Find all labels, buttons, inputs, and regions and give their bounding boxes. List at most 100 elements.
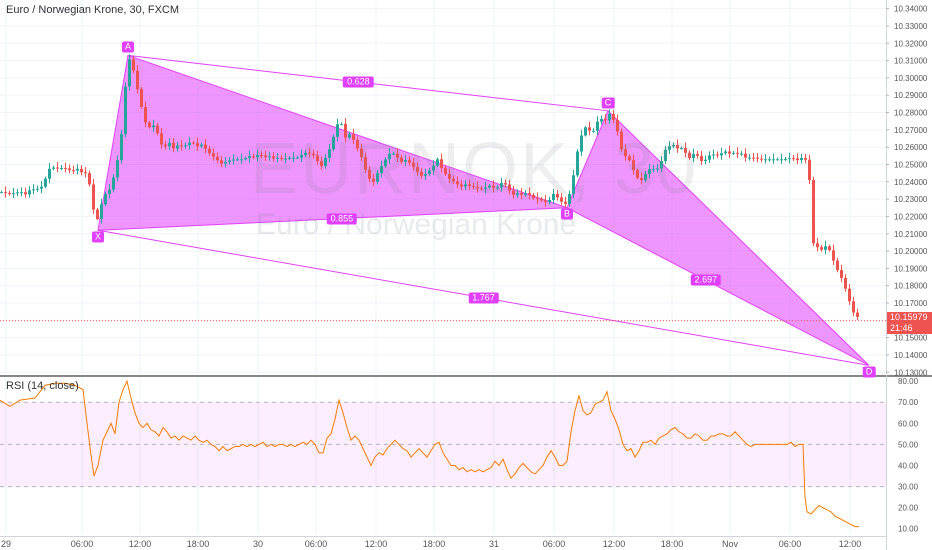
candle-body xyxy=(24,192,27,195)
price-tick-label: 10.33000 xyxy=(894,22,928,31)
time-tick-label: 31 xyxy=(489,539,499,549)
candle-body xyxy=(32,189,35,191)
candle-body xyxy=(384,159,387,167)
candle-body xyxy=(396,153,399,158)
candle-body xyxy=(328,149,331,158)
chart-title: Euro / Norwegian Krone, 30, FXCM xyxy=(6,4,180,16)
price-tick-label: 10.19000 xyxy=(894,264,928,273)
ratio-label-ac[interactable]: 0.628 xyxy=(343,76,374,88)
candle-body xyxy=(688,152,691,158)
candle-body xyxy=(300,154,303,158)
candle-body xyxy=(644,174,647,181)
candle-body xyxy=(308,152,311,154)
candle-body xyxy=(848,288,851,302)
price-tick-label: 10.24000 xyxy=(894,178,928,187)
candle-body xyxy=(16,192,19,194)
candle-body xyxy=(492,185,495,188)
pattern-point-b[interactable]: B xyxy=(560,208,574,220)
candle-body xyxy=(124,86,127,135)
candle-body xyxy=(200,144,203,147)
ratio-label-xd[interactable]: 1.767 xyxy=(468,292,499,304)
candle-body xyxy=(100,204,103,220)
candle-body xyxy=(40,186,43,189)
candle-body xyxy=(188,142,191,146)
rsi-tick-label: 40.00 xyxy=(898,461,919,470)
time-tick-label: 18:00 xyxy=(423,539,446,549)
candle-body xyxy=(60,167,63,169)
ratio-label-xb[interactable]: 0.855 xyxy=(326,213,358,225)
candle-body xyxy=(428,170,431,175)
candle-body xyxy=(812,180,815,244)
candle-body xyxy=(352,134,355,140)
ratio-label-bd[interactable]: 2.697 xyxy=(690,274,722,286)
candle-body xyxy=(164,144,167,147)
watermark-name: Euro / Norwegian Krone xyxy=(256,208,577,241)
candle-body xyxy=(28,190,31,195)
candle-body xyxy=(664,149,667,162)
candle-body xyxy=(548,199,551,203)
candle-body xyxy=(360,148,363,158)
candle-body xyxy=(596,121,599,131)
pattern-point-c[interactable]: C xyxy=(601,97,615,109)
candle-body xyxy=(684,148,687,153)
candle-body xyxy=(160,133,163,145)
candle-body xyxy=(532,194,535,199)
candle-body xyxy=(344,123,347,138)
candle-body xyxy=(668,146,671,150)
candle-body xyxy=(720,153,723,156)
rsi-tick-label: 20.00 xyxy=(898,504,919,513)
pattern-point-a[interactable]: A xyxy=(121,41,135,53)
rsi-series-line xyxy=(0,379,859,528)
candle-body xyxy=(456,181,459,185)
candle-body xyxy=(656,168,659,170)
candle-body xyxy=(412,162,415,168)
candle-body xyxy=(296,157,299,159)
candle-body xyxy=(128,59,131,87)
candle-body xyxy=(752,157,755,159)
pattern-point-x[interactable]: X xyxy=(91,231,105,243)
candle-body xyxy=(236,159,239,161)
candle-body xyxy=(512,190,515,195)
candle-body xyxy=(660,161,663,169)
candle-body xyxy=(460,184,463,187)
candle-body xyxy=(168,142,171,147)
candle-body xyxy=(224,161,227,164)
time-tick-label: 18:00 xyxy=(187,539,210,549)
candle-body xyxy=(576,151,579,176)
candle-body xyxy=(544,200,547,203)
candle-body xyxy=(704,159,707,162)
candle-body xyxy=(856,312,859,317)
candle-body xyxy=(672,145,675,147)
candle-body xyxy=(560,197,563,202)
candle-body xyxy=(472,186,475,188)
candle-body xyxy=(832,250,835,261)
candle-body xyxy=(444,167,447,175)
candle-body xyxy=(68,168,71,171)
candle-body xyxy=(836,260,839,271)
time-tick-label: 12:00 xyxy=(365,539,388,549)
candle-body xyxy=(424,174,427,176)
candle-body xyxy=(484,187,487,189)
candle-body xyxy=(552,193,555,200)
candle-body xyxy=(252,156,255,158)
candle-body xyxy=(376,173,379,182)
candle-body xyxy=(612,113,615,120)
candle-body xyxy=(768,159,771,161)
candle-body xyxy=(172,142,175,149)
pattern-point-d[interactable]: D xyxy=(862,366,876,378)
time-tick-label: 12:00 xyxy=(129,539,152,549)
candle-body xyxy=(248,156,251,158)
candle-body xyxy=(148,122,151,128)
time-tick-label: 06:00 xyxy=(543,539,566,549)
candle-body xyxy=(604,119,607,121)
candle-body xyxy=(736,152,739,154)
candle-body xyxy=(56,167,59,169)
candle-body xyxy=(852,301,855,313)
candle-body xyxy=(244,157,247,160)
candle-body xyxy=(392,153,395,155)
candle-body xyxy=(192,142,195,144)
candle-body xyxy=(696,154,699,156)
candle-body xyxy=(504,183,507,185)
